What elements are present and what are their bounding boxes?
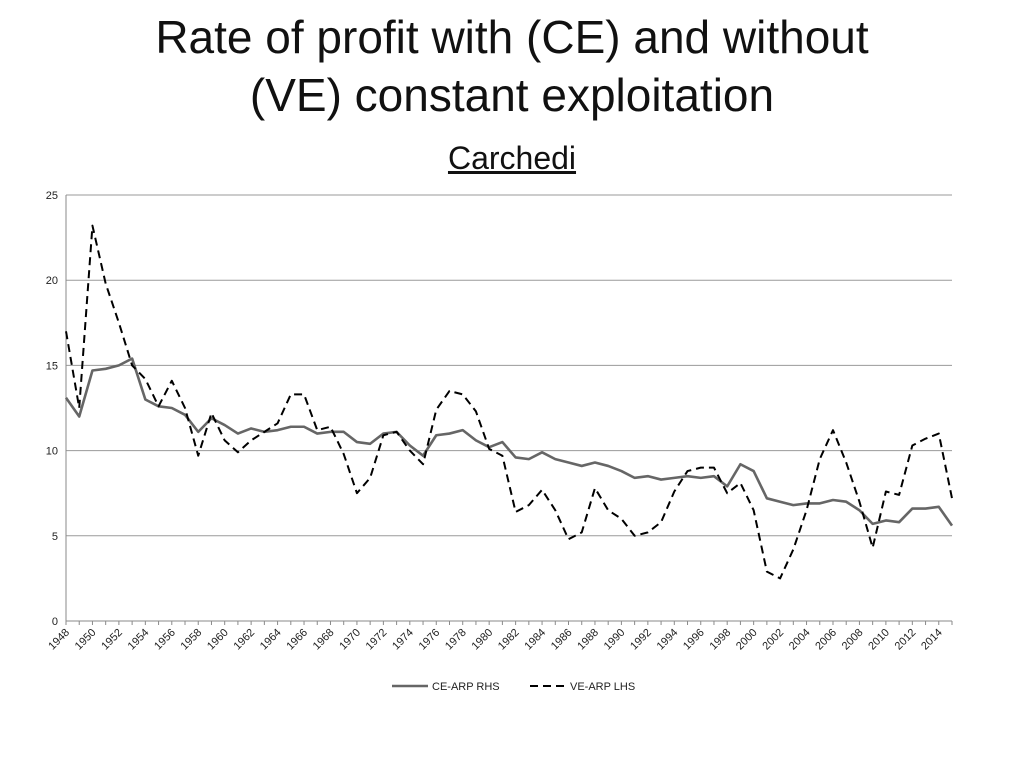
y-tick-label: 20 — [46, 275, 58, 287]
x-tick-label: 1974 — [390, 627, 416, 653]
series-line-ce-arp — [64, 357, 954, 527]
x-tick-label: 1996 — [681, 627, 707, 653]
chart-title-line-1: Rate of profit with (CE) and without — [155, 11, 869, 63]
x-tick-label: 2006 — [813, 627, 839, 653]
x-tick-label: 2010 — [866, 627, 892, 653]
x-tick-label: 1960 — [205, 627, 231, 653]
x-tick-label: 2002 — [760, 627, 786, 653]
x-tick-label: 1976 — [417, 627, 443, 653]
x-tick-label: 1978 — [443, 627, 469, 653]
x-tick-label: 1954 — [126, 627, 152, 653]
chart-title: Rate of profit with (CE) and without (VE… — [0, 8, 1024, 124]
x-tick-label: 2004 — [787, 627, 813, 653]
x-tick-label: 1994 — [655, 627, 681, 653]
x-tick-label: 1950 — [73, 627, 99, 653]
y-tick-label: 0 — [52, 616, 58, 628]
chart-subtitle: Carchedi — [447, 140, 577, 176]
x-tick-label: 1958 — [179, 627, 205, 653]
x-tick-label: 1964 — [258, 627, 284, 653]
x-tick-label: 1948 — [46, 627, 72, 653]
x-tick-label: 1988 — [575, 627, 601, 653]
x-tick-label: 1992 — [628, 627, 654, 653]
x-tick-label: 1990 — [602, 627, 628, 653]
x-tick-label: 1962 — [231, 627, 257, 653]
y-tick-label: 10 — [46, 446, 58, 458]
x-tick-label: 1970 — [337, 627, 363, 653]
x-tick-label: 2000 — [734, 627, 760, 653]
x-tick-label: 1968 — [311, 627, 337, 653]
x-tick-label: 1982 — [496, 627, 522, 653]
x-tick-label: 1952 — [99, 627, 125, 653]
legend-label-ve-arp: VE-ARP LHS — [570, 681, 635, 693]
y-tick-label: 25 — [46, 190, 58, 202]
x-tick-label: 1980 — [469, 627, 495, 653]
x-tick-label: 1998 — [708, 627, 734, 653]
x-tick-label: 2008 — [840, 627, 866, 653]
chart-title-line-2: (VE) constant exploitation — [249, 69, 775, 121]
x-tick-label: 1972 — [364, 627, 390, 653]
x-tick-label: 2012 — [893, 627, 919, 653]
x-tick-label: 1956 — [152, 627, 178, 653]
x-tick-label: 1966 — [284, 627, 310, 653]
legend-label-ce-arp: CE-ARP RHS — [432, 681, 500, 693]
y-tick-label: 15 — [46, 360, 58, 372]
y-tick-label: 5 — [52, 531, 58, 543]
x-tick-label: 1984 — [522, 627, 548, 653]
series-line-ve-arp — [65, 224, 953, 580]
x-tick-label: 2014 — [919, 627, 945, 653]
x-tick-label: 1986 — [549, 627, 575, 653]
